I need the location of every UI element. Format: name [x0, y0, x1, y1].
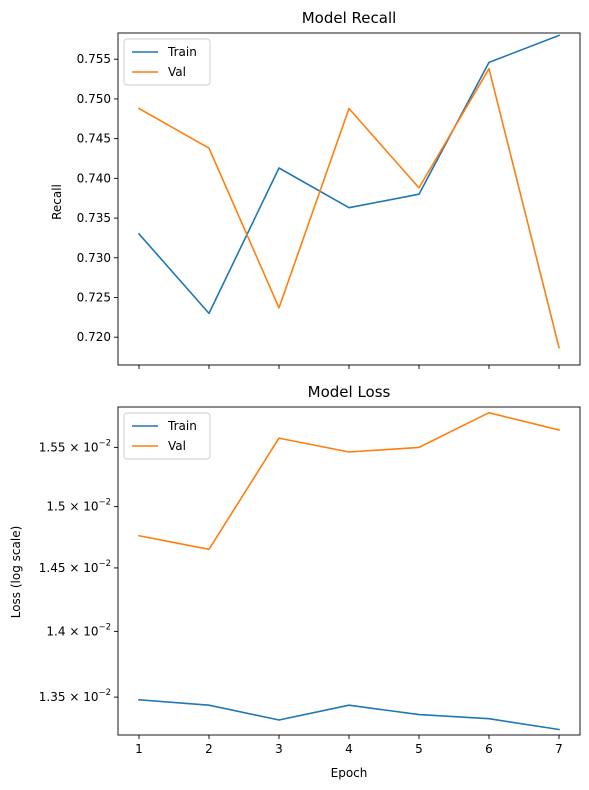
loss-y-tick-label: 1.4 × 10−2 — [46, 622, 111, 638]
recall-val-line — [137, 67, 560, 349]
loss-x-tick-label: 4 — [345, 742, 353, 756]
loss-x-axis-label: Epoch — [331, 766, 368, 780]
loss-x-tick-label: 1 — [135, 742, 143, 756]
loss-legend-box — [123, 412, 211, 460]
loss-axes: 1 2 3 4 5 6 7 1.35 × 10−2 1.4 × 10−2 1.45 × 10−2 1… — [39, 406, 581, 756]
loss-y-tick-label: 1.5 × 10−2 — [46, 498, 111, 514]
loss-series-lines — [138, 411, 560, 731]
loss-x-tick-label: 7 — [555, 742, 563, 756]
recall-y-tick-label: 0.725 — [77, 290, 111, 304]
loss-legend-label-train: Train — [167, 419, 197, 433]
recall-chart-title: Model Recall — [302, 9, 397, 27]
recall-legend: Train Val — [123, 38, 211, 86]
recall-axes: 0.720 0.725 0.730 0.735 0.740 0.745 0.750 0.755 — [77, 32, 581, 369]
loss-y-tick-label: 1.55 × 10−2 — [39, 438, 111, 454]
loss-x-tick-label: 6 — [485, 742, 493, 756]
loss-chart-title: Model Loss — [308, 383, 391, 401]
recall-y-tick-label: 0.755 — [77, 52, 111, 66]
recall-axes-frame — [117, 32, 581, 366]
loss-val-line — [138, 411, 560, 551]
loss-train-line — [138, 698, 560, 731]
loss-axes-frame — [117, 406, 581, 736]
recall-y-axis-label: Recall — [50, 184, 64, 220]
recall-legend-label-train: Train — [167, 45, 197, 59]
loss-y-tick-label: 1.35 × 10−2 — [39, 688, 111, 704]
recall-y-tick-label: 0.735 — [77, 211, 111, 225]
recall-series-lines — [137, 34, 561, 349]
recall-legend-label-val: Val — [168, 65, 186, 79]
loss-legend: Train Val — [123, 412, 211, 460]
recall-y-tick-label: 0.740 — [77, 171, 111, 185]
loss-panel: Model Loss Loss (log scale) Epoch 1 2 3 4 5 6… — [9, 383, 581, 780]
recall-panel: Model Recall Recall 0.720 0.725 0.730 0.735… — [50, 9, 581, 369]
loss-x-tick-label: 2 — [205, 742, 213, 756]
recall-y-tick-label: 0.730 — [77, 251, 111, 265]
recall-y-tick-label: 0.720 — [77, 330, 111, 344]
recall-y-tick-label: 0.745 — [77, 132, 111, 146]
loss-legend-label-val: Val — [168, 439, 186, 453]
recall-train-line — [137, 34, 561, 315]
loss-y-tick-label: 1.45 × 10−2 — [39, 559, 111, 575]
recall-y-tick-label: 0.750 — [77, 92, 111, 106]
loss-x-tick-label: 5 — [415, 742, 423, 756]
loss-x-tick-label: 3 — [275, 742, 283, 756]
loss-y-axis-label: Loss (log scale) — [9, 526, 23, 619]
recall-legend-box — [123, 38, 211, 86]
